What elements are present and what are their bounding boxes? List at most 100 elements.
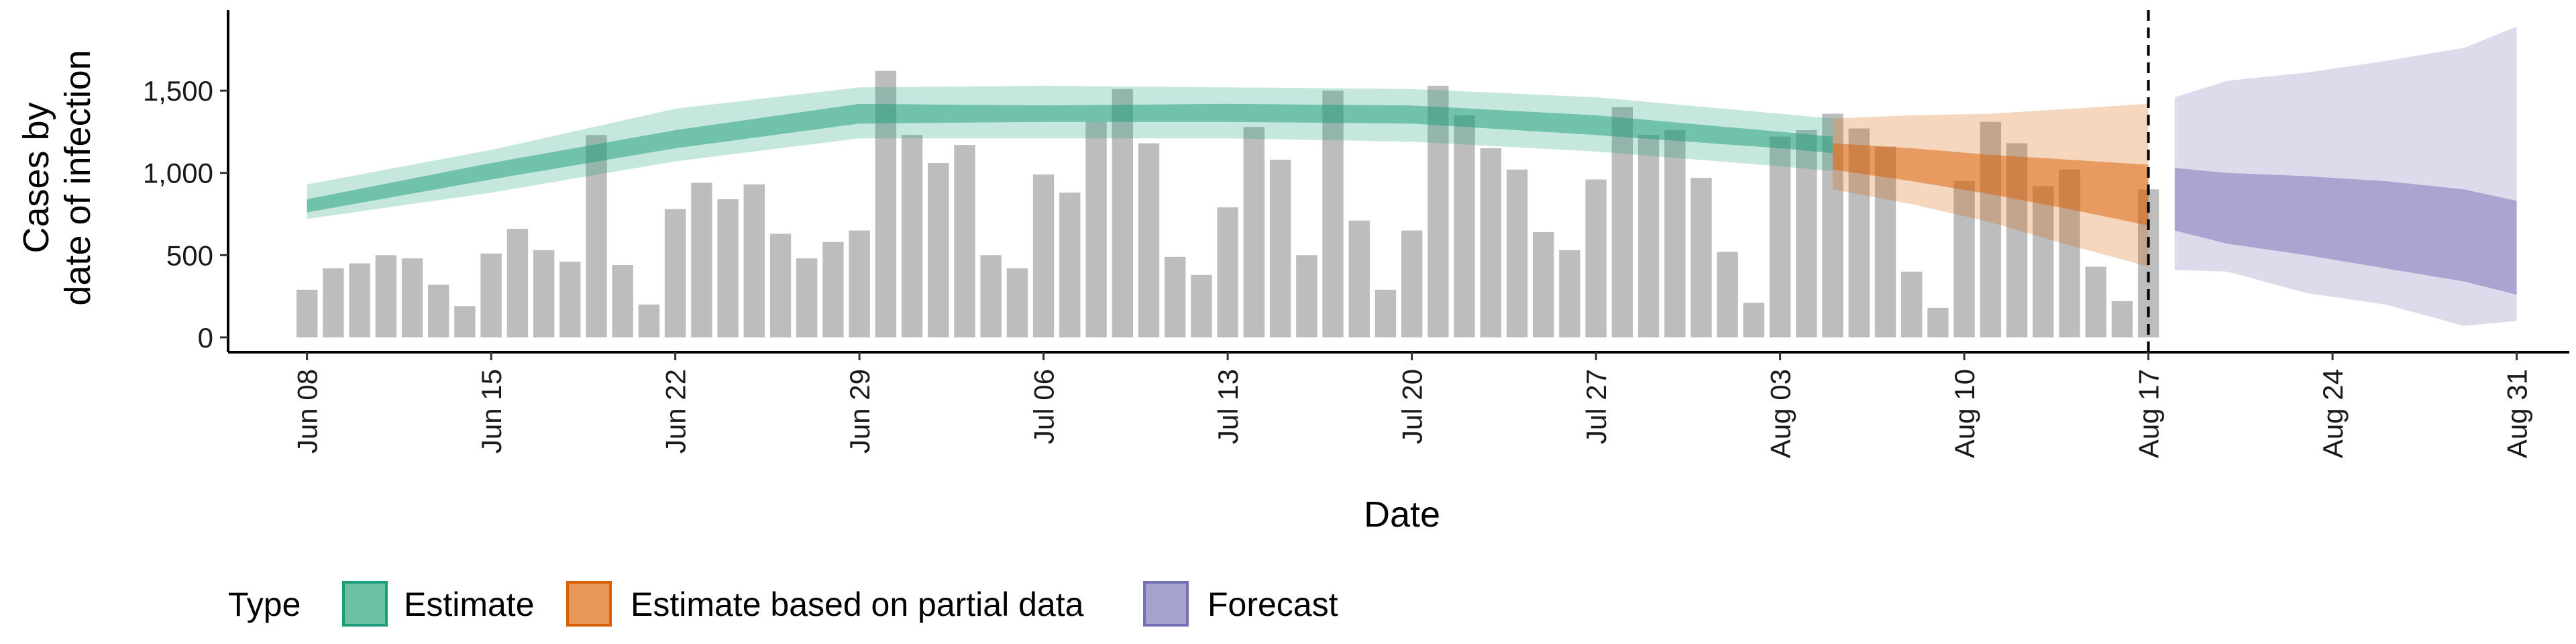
case-bar [1796,130,1817,337]
forecast-band-50 [2174,168,2517,295]
case-bar [901,135,923,337]
legend-key-forecast [1143,581,1189,627]
legend-label-estimate: Estimate [404,586,535,623]
case-bar [1664,130,1686,337]
x-tick-label: Jun 22 [660,369,692,453]
case-bar [1401,230,1423,337]
x-axis-title: Date [1364,494,1440,535]
bars-layer [297,70,2159,337]
case-bar [612,265,633,337]
case-bar [480,253,502,337]
axes-layer [227,10,2569,354]
case-bar [1743,303,1765,337]
case-bar [1165,256,1186,337]
legend: Type Estimate Estimate based on partial … [228,581,1338,627]
y-tick-label: 1,000 [143,158,213,189]
x-tick-label: Aug 10 [1949,369,1980,458]
case-bar [1428,85,1449,337]
y-tick-label: 1,500 [143,75,213,107]
legend-key-partial [566,581,612,627]
case-bar [1296,255,1318,337]
case-bar [1032,174,1055,337]
case-bar [1611,107,1633,337]
case-bar [1927,307,1949,337]
case-bar [1375,289,1397,337]
case-bar [1901,271,1923,337]
x-tick-label: Jun 29 [844,369,875,453]
case-bar [717,199,739,337]
legend-title: Type [228,586,301,623]
case-bar [822,241,844,337]
case-bar [954,145,975,337]
estimate-band-50 [307,103,1833,213]
case-bar [297,289,318,337]
y-tick-label: 0 [198,322,213,354]
case-bar [1717,252,1738,337]
case-bar [1243,127,1265,337]
case-bar [2111,301,2133,337]
case-bar [1559,250,1580,337]
case-bar [769,233,792,337]
case-bar [1217,207,1238,337]
case-bar [1112,89,1133,337]
case-bar [401,258,423,337]
y-axis-title-line-1: Cases by [16,102,56,253]
case-bar [743,184,765,337]
case-bar [375,255,396,337]
case-bar [1480,148,1501,337]
x-tick-label: Aug 17 [2133,369,2165,458]
estimate-based-on-partial-data-band-50 [1833,143,2149,226]
case-bar [323,268,344,337]
case-bar [1585,179,1607,337]
y-tick-label: 500 [166,239,213,271]
case-bar [1191,274,1212,337]
case-bar [1690,178,1712,337]
case-bar [980,255,1002,337]
x-tick-label: Jun 15 [476,369,507,453]
case-bar [849,230,870,337]
case-bar [1348,220,1370,337]
x-tick-label: Jul 20 [1397,369,1428,444]
case-bar [1269,160,1291,337]
x-tick-label: Aug 03 [1765,369,1796,458]
case-bar [428,284,449,337]
case-bar [2033,186,2054,337]
y-ticks: 0 500 1,000 1,500 [143,75,228,354]
x-tick-label: Jul 13 [1212,369,1244,444]
case-bar [1874,146,1896,337]
case-bar [586,135,607,337]
x-ticks: Jun 08 Jun 15 Jun 22 Jun 29 Jul 06 Jul 13 Jul … [292,352,2533,458]
case-bar [664,209,686,337]
case-bar [1769,136,1791,337]
x-tick-label: Jul 06 [1028,369,1060,444]
case-bar [559,262,581,337]
x-tick-label: Jun 08 [292,369,323,453]
case-bar [1322,91,1344,337]
case-bar [928,163,949,337]
legend-label-partial: Estimate based on partial data [631,586,1084,623]
case-bar [1059,193,1081,337]
bands-layer [307,26,2517,326]
case-bar [1006,268,1028,337]
case-bar [2085,266,2106,337]
case-bar [691,182,712,337]
case-bar [1638,135,1660,337]
case-bar [1953,181,1975,337]
case-bar [454,306,476,337]
y-axis-title-line-2: date of infection [58,50,98,305]
case-bar [1138,143,1160,337]
case-bar [349,263,370,337]
case-bar [1454,115,1475,337]
case-bar [1506,169,1528,337]
case-bar [1533,232,1554,337]
case-bar [638,304,660,337]
case-bar [1085,121,1107,337]
case-bar [506,229,529,337]
legend-key-estimate [342,581,388,627]
x-tick-label: Jul 27 [1580,369,1612,444]
x-tick-label: Aug 24 [2317,369,2349,458]
legend-label-forecast: Forecast [1208,586,1338,623]
case-bar [796,258,818,337]
case-bar [533,250,555,337]
